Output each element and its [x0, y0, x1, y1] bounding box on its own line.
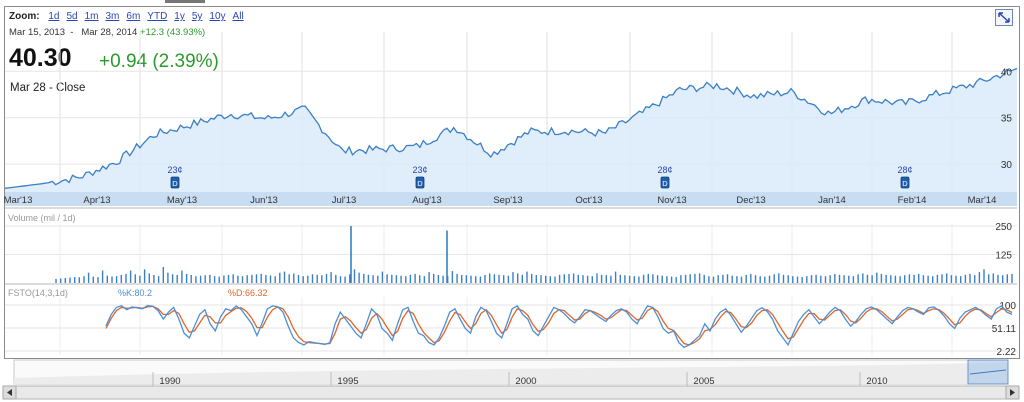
dividend-flag-glyph: D: [662, 179, 668, 188]
fsto-ytick-label: 100: [999, 301, 1016, 312]
close-label: Mar 28 - Close: [10, 82, 86, 94]
fsto-title: FSTO(14,3,1d): [8, 288, 68, 298]
dividend-label: 28¢: [657, 165, 672, 175]
dividend-label: 28¢: [897, 165, 912, 175]
navigator-year-label: 2010: [866, 376, 887, 387]
dividend-label: 23¢: [167, 165, 182, 175]
dividend-flag-icon[interactable]: [415, 176, 425, 189]
volume-ytick-label: 125: [995, 251, 1012, 262]
price-xtick-label: Oct'13: [575, 195, 602, 206]
price-area: [5, 68, 1017, 192]
price-ytick-label: 40: [1001, 67, 1013, 78]
price-line: [4, 67, 1018, 189]
zoom-10y[interactable]: 10y: [209, 11, 226, 22]
volume-title: Volume (mil / 1d): [8, 213, 76, 223]
navigator-year-label: 2005: [693, 376, 714, 387]
zoom-5d[interactable]: 5d: [66, 11, 78, 22]
zoom-5y[interactable]: 5y: [191, 11, 203, 22]
price-xtick-label: Jul'13: [332, 195, 357, 206]
zoom-bar: Zoom: 1d 5d 1m 3m 6m YTD 1y 5y 10y All: [9, 11, 251, 22]
dividend-flag-glyph: D: [172, 179, 178, 188]
scrollbar-track[interactable]: [2, 385, 1020, 400]
fsto-ytick-label: 2.22: [997, 347, 1017, 358]
top-tab-marker: [165, 0, 205, 3]
price-xtick-label: Jun'13: [250, 195, 278, 206]
zoom-ytd[interactable]: YTD: [147, 11, 168, 22]
price-xtick-label: Apr'13: [83, 195, 110, 206]
price-xtick-label: Feb'14: [898, 195, 927, 206]
zoom-label: Zoom:: [9, 11, 40, 22]
fsto-k-legend: %K:80.2: [118, 288, 152, 298]
dividend-flag-icon[interactable]: [900, 176, 910, 189]
zoom-6m[interactable]: 6m: [126, 11, 141, 22]
zoom-3m[interactable]: 3m: [105, 11, 120, 22]
date-range: Mar 15, 2013 - Mar 28, 2014 +12.3 (43.93…: [9, 27, 205, 38]
dividend-flag-icon[interactable]: [170, 176, 180, 189]
price-xtick-label: Mar'14: [968, 195, 997, 206]
range-start: Mar 15, 2013: [9, 27, 65, 38]
maximize-icon: [998, 12, 1010, 23]
price-xtick-label: Mar'13: [4, 195, 33, 206]
price-xaxis-band: [5, 192, 1017, 206]
dividend-flag-glyph: D: [902, 179, 908, 188]
price-xtick-label: Dec'13: [736, 195, 765, 206]
range-change: +12.3 (43.93%): [139, 27, 206, 38]
fsto-ytick-label: 51.11: [992, 324, 1017, 335]
last-price: 40.30: [9, 44, 72, 72]
navigator-selection-line: [969, 369, 1007, 375]
fsto-k-line: [105, 304, 1013, 349]
navigator-year-label: 1990: [159, 376, 180, 387]
zoom-1y[interactable]: 1y: [174, 11, 185, 22]
price-ytick-label: 30: [1001, 160, 1013, 171]
price-xtick-label: Nov'13: [657, 195, 686, 206]
dividend-label: 23¢: [412, 165, 427, 175]
price-xtick-label: Aug'13: [412, 195, 441, 206]
price-xtick-label: Jan'14: [818, 195, 846, 206]
maximize-button[interactable]: [995, 9, 1013, 26]
dividend-flag-glyph: D: [417, 179, 423, 188]
price-xtick-label: Sep'13: [493, 195, 522, 206]
arrow-right-icon: [1010, 389, 1015, 396]
zoom-1m[interactable]: 1m: [84, 11, 99, 22]
dividend-flag-icon[interactable]: [660, 176, 670, 189]
volume-ytick-label: 250: [995, 222, 1012, 233]
range-end: Mar 28, 2014: [81, 27, 138, 38]
price-change: +0.94 (2.39%): [99, 51, 219, 72]
navigator-year-label: 1995: [337, 376, 358, 387]
fsto-d-legend: %D:66.32: [228, 288, 268, 298]
fsto-d-line: [105, 305, 1013, 346]
navigator-history-area: [14, 362, 1008, 384]
range-separator: -: [67, 27, 79, 38]
price-ytick-label: 35: [1001, 114, 1013, 125]
arrow-left-icon: [7, 389, 12, 396]
navigator-year-label: 2000: [515, 376, 536, 387]
zoom-1d[interactable]: 1d: [48, 11, 60, 22]
price-xtick-label: May'13: [167, 195, 197, 206]
zoom-all[interactable]: All: [232, 11, 244, 22]
